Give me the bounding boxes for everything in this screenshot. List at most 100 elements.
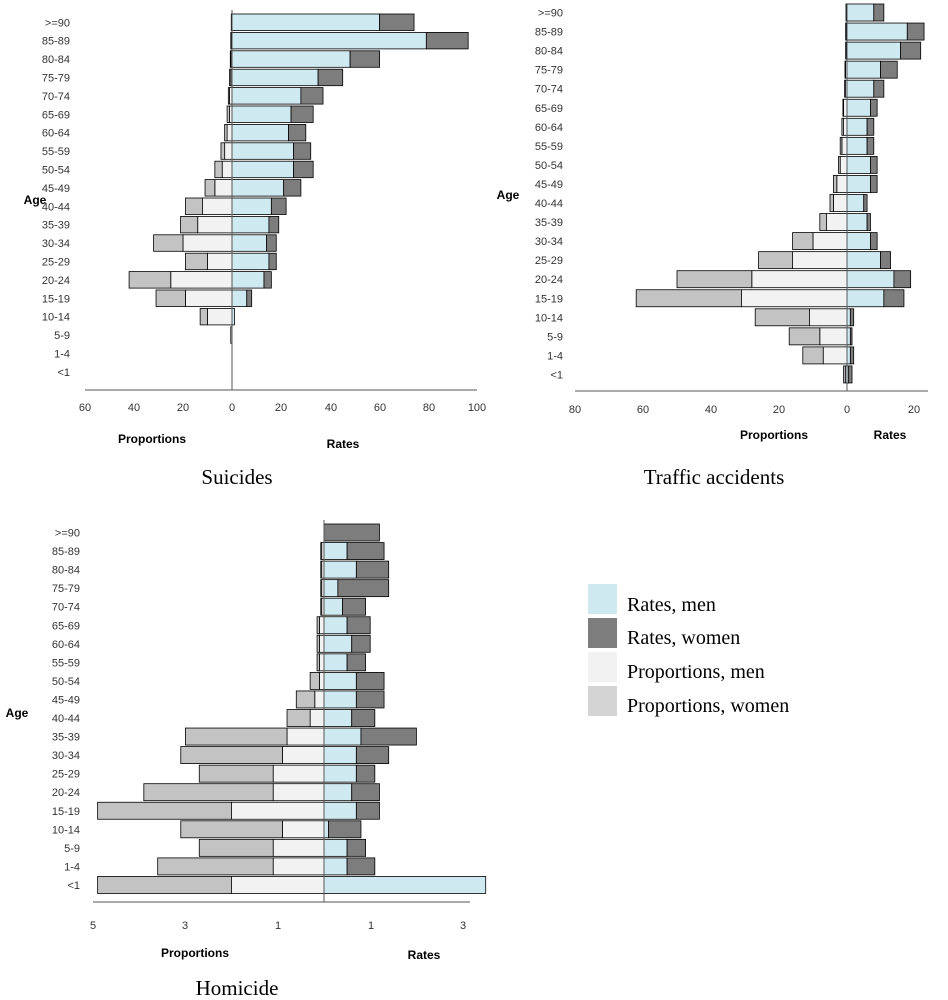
bar-rates-men — [846, 3, 875, 22]
category-label: 15-19 — [42, 293, 70, 305]
bar-rates-men — [846, 308, 851, 327]
category-label: 70-74 — [42, 91, 70, 103]
bar-rates-men — [323, 764, 357, 783]
category-label: 5-9 — [64, 843, 80, 855]
bar-proportions-women — [838, 155, 841, 174]
bar-rates-men — [231, 234, 267, 252]
bar-proportions-women — [143, 783, 274, 802]
bar-proportions-women — [214, 160, 223, 179]
left-ticks: 5 3 1 — [90, 920, 281, 932]
bar-rates-men — [231, 271, 265, 289]
bar-proportions-women — [316, 616, 320, 635]
left-ticks: 80 60 40 20 0 — [569, 404, 850, 416]
category-label: 1-4 — [54, 348, 70, 360]
legend-label-proportions-men: Proportions, men — [627, 661, 765, 683]
category-label: 10-14 — [42, 312, 70, 324]
bar-rates-men — [846, 117, 868, 136]
bar-rates-women — [870, 98, 878, 117]
bar-rates-men — [846, 60, 881, 79]
bar-rates-women — [883, 289, 905, 308]
category-label: 65-69 — [52, 620, 80, 632]
chart-title: Homicide — [196, 976, 279, 1000]
category-label: 35-39 — [52, 732, 80, 744]
bar-rates-women — [300, 87, 324, 105]
bar-rates-women — [351, 783, 380, 802]
bar-rates-women — [349, 50, 380, 68]
bar-proportions-women — [316, 634, 320, 653]
bar-rates-men — [323, 597, 343, 616]
legend-label-rates-men: Rates, men — [627, 594, 716, 616]
category-label: 45-49 — [42, 183, 70, 195]
tick-label: 40 — [705, 404, 717, 416]
category-label: 60-64 — [535, 122, 563, 134]
bar-proportions-women — [819, 213, 827, 231]
category-label: 10-14 — [52, 824, 80, 836]
category-label: <1 — [550, 369, 563, 381]
bar-rates-women — [870, 232, 878, 251]
bar-proportions-men — [812, 232, 848, 251]
tick-label: 80 — [423, 402, 435, 414]
bar-rates-men — [231, 50, 351, 68]
legend-swatch-proportions-women — [588, 686, 617, 716]
tick-label: 40 — [128, 402, 140, 414]
bar-rates-men — [323, 616, 348, 635]
tick-label: 80 — [569, 404, 581, 416]
bar-rates-men — [323, 709, 353, 727]
bar-proportions-women — [676, 270, 753, 289]
bar-proportions-women — [844, 79, 846, 98]
y-axis-label: Age — [497, 188, 520, 202]
bar-proportions-men — [741, 289, 848, 308]
tick-label: 1 — [368, 920, 374, 932]
bar-rates-men — [846, 98, 871, 117]
bar-rates-men — [846, 136, 868, 155]
bar-rates-men — [846, 270, 895, 289]
bar-rates-women — [906, 22, 925, 41]
category-label: 20-24 — [42, 275, 70, 287]
category-label: 40-44 — [535, 198, 563, 210]
bar-rates-women — [268, 252, 277, 271]
left-axis-label: Proportions — [161, 946, 229, 960]
bar-rates-women — [866, 117, 875, 136]
bar-rates-women — [870, 175, 878, 193]
category-label: 1-4 — [64, 861, 80, 873]
bar-rates-men — [846, 289, 885, 308]
category-label: 65-69 — [535, 103, 563, 115]
bar-proportions-men — [318, 653, 325, 672]
bar-proportions-men — [231, 876, 325, 894]
right-axis-label: Rates — [874, 428, 907, 442]
bar-rates-women — [263, 271, 272, 289]
bar-proportions-women — [320, 597, 323, 616]
bar-rates-women — [849, 327, 853, 346]
bars-homicide: <1 1-4 5-9 10-14 15-19 20-24 25-29 30-34 35-39 40… — [52, 520, 487, 903]
bar-rates-men — [231, 87, 302, 105]
chart-homicide: Age Proportions Rates Homicide 5 3 1 1 3 — [6, 706, 466, 1000]
bar-proportions-men — [214, 179, 233, 197]
bar-proportions-men — [318, 672, 325, 690]
bar-rates-men — [323, 820, 330, 839]
bar-proportions-women — [224, 124, 228, 142]
bar-proportions-men — [226, 124, 233, 142]
bar-proportions-women — [754, 308, 811, 327]
bar-proportions-women — [220, 142, 226, 160]
bar-rates-men — [323, 746, 357, 764]
bar-rates-women — [863, 194, 868, 212]
bar-proportions-women — [157, 857, 274, 876]
category-label: 70-74 — [535, 84, 563, 96]
bar-proportions-women — [230, 32, 232, 50]
chart-title: Suicides — [201, 465, 272, 489]
bar-rates-women — [379, 13, 415, 31]
bar-rates-men — [846, 232, 871, 251]
bar-rates-men — [323, 857, 348, 876]
category-label: 50-54 — [535, 160, 563, 172]
bar-proportions-women — [635, 289, 743, 308]
bar-proportions-women — [309, 672, 320, 690]
bar-rates-men — [231, 179, 285, 197]
bar-proportions-men — [314, 690, 325, 709]
bar-proportions-women — [180, 820, 283, 839]
chart-suicides: Age Proportions Rates Suicides 60 40 20 … — [24, 193, 487, 489]
left-ticks: 60 40 20 0 — [79, 402, 235, 414]
bar-proportions-men — [792, 251, 848, 270]
category-label: >=90 — [55, 528, 80, 540]
bar-rates-men — [846, 155, 871, 174]
